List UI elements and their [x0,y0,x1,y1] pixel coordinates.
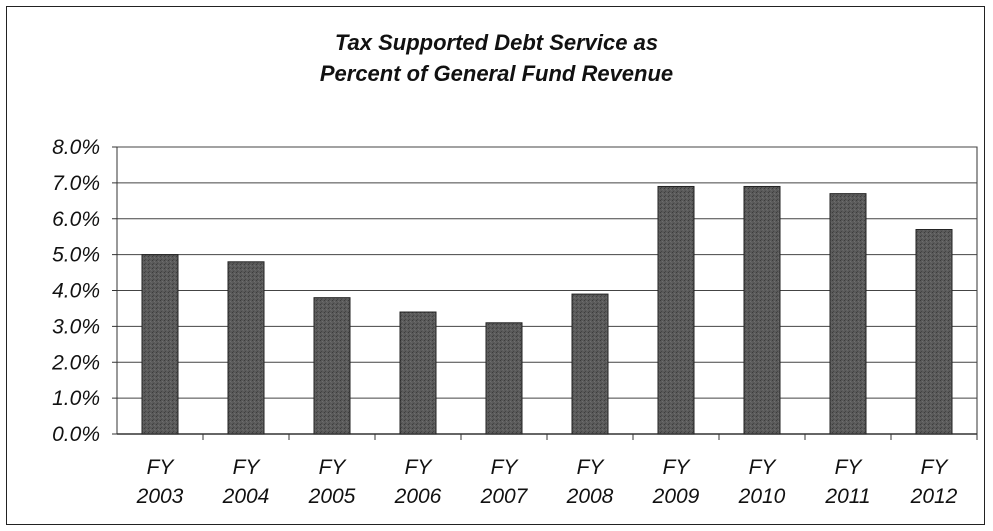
bar [313,297,351,435]
bar [141,254,179,435]
chart-title-line-1: Tax Supported Debt Service as [334,30,659,55]
chart-title: Tax Supported Debt Service as Percent of… [0,27,993,89]
bar [743,185,781,435]
bar [915,229,953,435]
x-tick-label-line-2: 2011 [824,485,870,508]
x-tick-label-line-2: 2005 [308,485,356,508]
y-tick-label: 1.0% [52,387,100,410]
bar [399,311,437,435]
x-tick-label-line-2: 2012 [910,485,958,508]
y-tick-label: 0.0% [52,423,100,446]
x-tick-label-line-1: FY [405,456,434,479]
x-tick-label-line-1: FY [577,456,606,479]
x-tick-label-line-2: 2003 [136,485,184,508]
x-tick-label-line-1: FY [663,456,692,479]
chart-title-line-2: Percent of General Fund Revenue [319,61,674,86]
y-tick-label: 5.0% [52,244,100,267]
x-tick-label-line-1: FY [749,456,778,479]
x-tick-label-line-2: 2010 [738,485,786,508]
x-tick-label-line-1: FY [835,456,864,479]
x-tick-label-line-1: FY [921,456,950,479]
x-tick-label-line-1: FY [147,456,176,479]
y-tick-label: 7.0% [52,172,100,195]
bar [485,322,523,435]
x-tick-label-line-1: FY [491,456,520,479]
bar [829,193,867,435]
y-tick-label: 4.0% [52,280,100,303]
y-tick-label: 3.0% [52,315,100,338]
x-tick-label-line-2: 2004 [222,485,270,508]
y-tick-label: 6.0% [52,208,100,231]
x-tick-label-line-1: FY [233,456,262,479]
y-tick-label: 2.0% [51,351,100,374]
x-tick-label-line-2: 2009 [652,485,700,508]
x-tick-label-line-2: 2006 [394,485,442,508]
x-tick-label-line-1: FY [319,456,348,479]
bar [571,293,609,435]
bar [657,185,695,435]
x-tick-label-line-2: 2007 [480,485,529,508]
x-tick-label-line-2: 2008 [566,485,614,508]
bar [227,261,265,435]
y-tick-label: 8.0% [52,136,100,159]
